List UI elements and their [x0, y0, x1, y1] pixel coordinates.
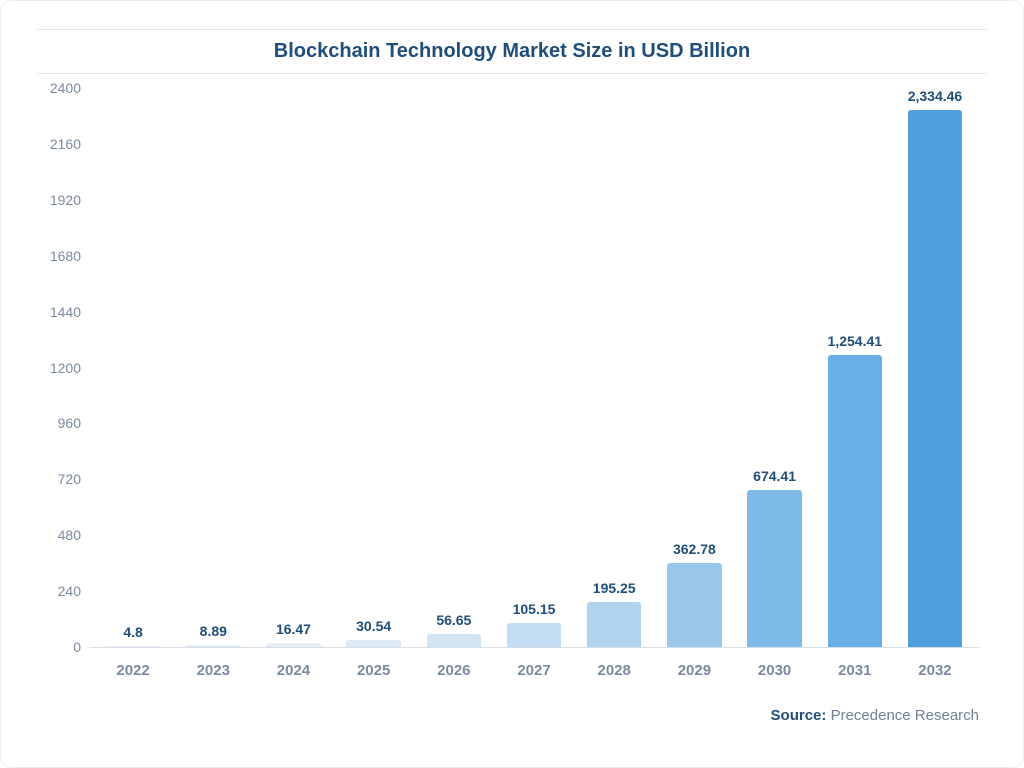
bar-column: 16.47	[253, 88, 333, 647]
bar-column: 8.89	[173, 88, 253, 647]
bar-column: 4.8	[93, 88, 173, 647]
x-tick-label: 2029	[654, 662, 734, 679]
y-tick-label: 2400	[37, 80, 81, 96]
bar-column: 1,254.41	[815, 88, 895, 647]
chart-area: 4.8 8.89 16.47 30.54 56.65 105.15 195.25 362.78…	[89, 88, 979, 648]
plot-region: 4.8 8.89 16.47 30.54 56.65 105.15 195.25 362.78…	[89, 88, 979, 648]
bar-value-label: 8.89	[200, 623, 227, 639]
x-tick-label: 2023	[173, 662, 253, 679]
x-tick-label: 2024	[253, 662, 333, 679]
bars-container: 4.8 8.89 16.47 30.54 56.65 105.15 195.25 362.78…	[89, 88, 979, 647]
bar-value-label: 362.78	[673, 541, 716, 557]
bar	[747, 490, 802, 647]
bar-column: 2,334.46	[895, 88, 975, 647]
y-tick-label: 1920	[37, 192, 81, 208]
bar	[667, 563, 722, 647]
x-tick-label: 2028	[574, 662, 654, 679]
x-tick-label: 2026	[414, 662, 494, 679]
bar	[106, 646, 161, 647]
bar-column: 362.78	[654, 88, 734, 647]
bar-column: 105.15	[494, 88, 574, 647]
x-tick-label: 2030	[735, 662, 815, 679]
source-attribution: Source: Precedence Research	[37, 707, 987, 724]
bar	[507, 623, 562, 647]
source-label: Source:	[771, 707, 827, 724]
bar-column: 195.25	[574, 88, 654, 647]
x-tick-label: 2022	[93, 662, 173, 679]
bar-column: 674.41	[735, 88, 815, 647]
bar-value-label: 195.25	[593, 580, 636, 596]
bar	[186, 645, 241, 647]
x-tick-label: 2025	[334, 662, 414, 679]
bar-value-label: 16.47	[276, 621, 311, 637]
bar	[427, 634, 482, 647]
title-divider: Blockchain Technology Market Size in USD…	[37, 29, 987, 74]
y-tick-label: 1200	[37, 360, 81, 376]
bar-value-label: 4.8	[123, 624, 142, 640]
y-tick-label: 2160	[37, 136, 81, 152]
x-tick-label: 2027	[494, 662, 574, 679]
bar-value-label: 30.54	[356, 618, 391, 634]
bar-value-label: 674.41	[753, 468, 796, 484]
y-tick-label: 720	[37, 471, 81, 487]
bar-value-label: 56.65	[436, 612, 471, 628]
x-tick-label: 2031	[815, 662, 895, 679]
bar-value-label: 2,334.46	[908, 88, 963, 104]
source-value: Precedence Research	[831, 707, 979, 724]
bar-value-label: 1,254.41	[828, 333, 883, 349]
y-tick-label: 1680	[37, 248, 81, 264]
bar	[346, 640, 401, 647]
x-tick-label: 2032	[895, 662, 975, 679]
y-tick-label: 1440	[37, 304, 81, 320]
chart-title: Blockchain Technology Market Size in USD…	[37, 40, 987, 63]
bar-column: 30.54	[334, 88, 414, 647]
y-tick-label: 0	[37, 639, 81, 655]
x-axis-labels: 2022202320242025202620272028202920302031…	[89, 648, 979, 679]
bar-column: 56.65	[414, 88, 494, 647]
bar	[266, 643, 321, 647]
bar	[587, 602, 642, 647]
bar	[828, 355, 883, 647]
y-tick-label: 240	[37, 583, 81, 599]
bar	[908, 110, 963, 647]
bar-value-label: 105.15	[513, 601, 556, 617]
y-tick-label: 960	[37, 415, 81, 431]
y-tick-label: 480	[37, 527, 81, 543]
